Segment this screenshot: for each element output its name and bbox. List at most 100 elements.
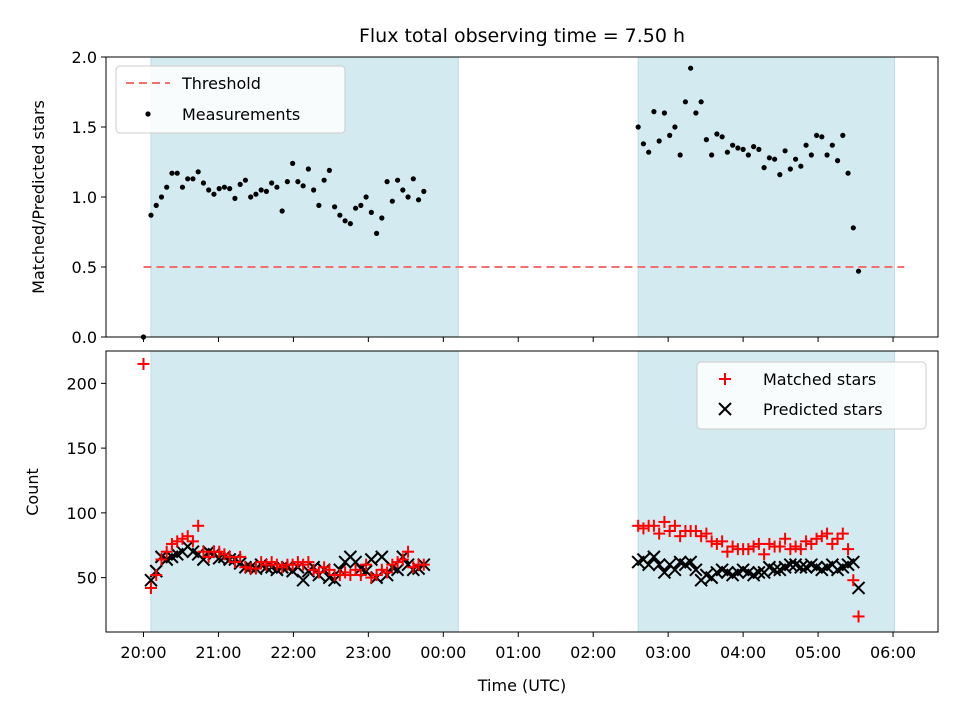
matched-star-point xyxy=(758,548,771,561)
matched-star-point xyxy=(716,535,729,548)
matched-star-point xyxy=(276,561,289,574)
matched-star-point xyxy=(144,581,157,594)
bottom-y-ticks: 50 100 150 200 xyxy=(66,374,106,588)
measurement-point xyxy=(321,177,327,183)
top-y-tick-label: 1.0 xyxy=(72,188,97,207)
matched-star-point xyxy=(344,569,357,582)
bottom-axes-frame xyxy=(105,350,939,633)
measurement-point xyxy=(384,179,390,185)
measurement-point xyxy=(761,165,767,171)
measurement-point xyxy=(311,187,317,193)
measurement-point xyxy=(269,180,275,186)
measurement-point xyxy=(850,225,856,231)
measurement-point xyxy=(148,212,154,218)
measurement-point xyxy=(263,188,270,194)
legend-predicted-label: Predicted stars xyxy=(763,400,883,419)
measurement-point xyxy=(756,146,762,152)
measurement-point xyxy=(405,194,411,200)
measurement-point xyxy=(714,131,720,137)
measurement-point xyxy=(295,179,301,185)
measurement-point xyxy=(153,202,159,208)
predicted-star-point xyxy=(657,565,672,580)
x-axis-label: Time (UTC) xyxy=(477,676,566,695)
measurement-point xyxy=(206,187,212,193)
matched-star-point xyxy=(234,550,247,563)
measurement-point xyxy=(782,148,788,154)
matched-star-point xyxy=(255,556,268,569)
predicted-star-point xyxy=(783,557,798,572)
measurement-point xyxy=(253,191,259,197)
bottom-y-tick-label: 100 xyxy=(66,504,97,523)
matched-star-point xyxy=(632,519,645,532)
matched-star-point xyxy=(752,537,765,550)
measurement-point xyxy=(751,144,757,150)
measurement-point xyxy=(813,132,820,138)
measurement-point xyxy=(651,109,657,115)
legend-measurements-label: Measurements xyxy=(182,105,300,124)
legend-predicted-swatch xyxy=(718,402,732,416)
matched-star-point xyxy=(370,569,383,582)
measurement-point xyxy=(227,186,233,192)
measurement-point xyxy=(347,221,353,227)
measurement-point xyxy=(855,268,862,274)
predicted-star-point xyxy=(296,573,310,587)
matched-star-point xyxy=(265,556,278,569)
x-tick-label: 20:00 xyxy=(120,643,166,662)
matched-star-point xyxy=(391,556,404,569)
matched-star-point xyxy=(312,566,325,579)
matched-star-point xyxy=(710,537,723,550)
measurement-point xyxy=(709,152,715,158)
measurement-point xyxy=(337,212,343,218)
x-tick-label: 06:00 xyxy=(870,643,916,662)
measurement-point xyxy=(358,202,364,208)
measurement-point xyxy=(237,181,243,187)
predicted-star-point xyxy=(144,573,158,587)
matched-star-point xyxy=(360,558,373,571)
measurement-point xyxy=(363,194,369,200)
matched-star-point xyxy=(386,558,399,571)
matched-star-point xyxy=(407,561,420,574)
x-tick-label: 22:00 xyxy=(270,643,316,662)
measurement-point xyxy=(803,142,809,148)
matched-star-point xyxy=(402,545,415,558)
measurement-point xyxy=(661,110,668,116)
measurement-point xyxy=(290,160,296,166)
matched-star-point xyxy=(773,540,786,553)
measurement-point xyxy=(640,141,647,147)
top-y-tick-label: 0.5 xyxy=(72,258,97,277)
measurement-point xyxy=(740,146,746,152)
matched-star-point xyxy=(375,563,388,576)
matched-star-point xyxy=(821,527,834,540)
x-tick-label: 01:00 xyxy=(495,643,541,662)
measurement-point xyxy=(258,187,264,193)
matched-star-point xyxy=(700,527,713,540)
legend-threshold-label: Threshold xyxy=(181,74,261,93)
measurement-point xyxy=(242,177,249,183)
measurement-point xyxy=(672,124,678,130)
measurement-point xyxy=(787,166,793,172)
measurement-point xyxy=(421,188,427,194)
x-tick-label: 05:00 xyxy=(795,643,841,662)
predicted-star-point xyxy=(647,550,661,564)
x-tick-label: 00:00 xyxy=(420,643,466,662)
bottom-x-ticks: 20:00 21:00 22:00 23:00 00:00 01:00 02:00 03:00… xyxy=(120,632,916,662)
matched-star-point xyxy=(805,537,818,550)
matched-star-point xyxy=(847,574,860,587)
matched-star-point xyxy=(815,530,828,543)
matched-stars-points xyxy=(137,357,865,623)
matched-star-point xyxy=(286,558,299,571)
bottom-legend: Matched stars Predicted stars xyxy=(696,361,927,430)
matched-star-point xyxy=(297,558,310,571)
measurement-point xyxy=(688,65,694,71)
measurement-point xyxy=(724,149,730,155)
measurement-point xyxy=(745,152,751,158)
predicted-star-point xyxy=(683,555,698,569)
matched-star-point xyxy=(689,524,702,537)
measurement-point xyxy=(845,170,851,176)
measurement-point xyxy=(735,145,741,151)
legend-measurements-swatch xyxy=(145,111,151,117)
measurement-point xyxy=(221,184,228,190)
predicted-star-point xyxy=(375,550,389,564)
measurement-point xyxy=(248,194,254,200)
